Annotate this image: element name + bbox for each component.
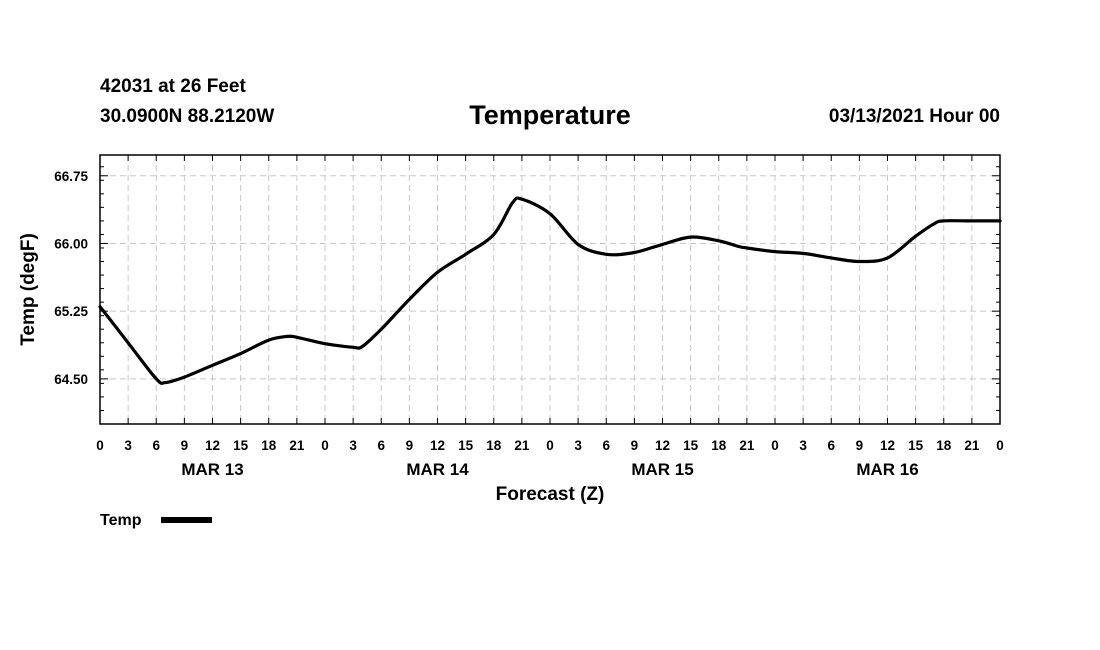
date-labels: MAR 13 MAR 14 MAR 15 MAR 16 bbox=[181, 460, 918, 479]
y-tick-labels: 64.50 65.25 66.00 66.75 bbox=[54, 169, 88, 387]
x-tick-labels: 0 3 6 9 12 15 18 21 0 3 6 9 12 15 18 21 0 3 6 9 12 15 18 21 0 3 6 9… bbox=[96, 438, 1004, 453]
y-axis-label: Temp (degF) bbox=[18, 233, 39, 346]
x-tick-label: 18 bbox=[711, 438, 727, 453]
x-tick-label: 21 bbox=[739, 438, 755, 453]
x-tick-label: 6 bbox=[152, 438, 160, 453]
plot-frame bbox=[99, 154, 1001, 425]
station-label: 42031 at 26 Feet bbox=[100, 76, 246, 97]
x-tick-label: 6 bbox=[377, 438, 385, 453]
x-tick-label: 18 bbox=[486, 438, 502, 453]
x-tick-label: 0 bbox=[546, 438, 554, 453]
x-tick-label: 9 bbox=[631, 438, 639, 453]
x-tick-label: 9 bbox=[856, 438, 864, 453]
x-tick-label: 0 bbox=[321, 438, 329, 453]
x-tick-label: 12 bbox=[880, 438, 895, 453]
x-tick-label: 21 bbox=[514, 438, 530, 453]
x-tick-label: 21 bbox=[964, 438, 980, 453]
x-tick-label: 6 bbox=[602, 438, 610, 453]
forecast-timestamp: 03/13/2021 Hour 00 bbox=[828, 106, 1000, 127]
x-tick-label: 15 bbox=[458, 438, 474, 453]
date-label: MAR 14 bbox=[406, 460, 469, 479]
x-tick-label: 15 bbox=[908, 438, 924, 453]
y-tick-label: 65.25 bbox=[54, 304, 88, 319]
legend-label: Temp bbox=[100, 512, 142, 529]
x-tick-label: 15 bbox=[233, 438, 249, 453]
date-label: MAR 15 bbox=[631, 460, 693, 479]
x-tick-label: 3 bbox=[349, 438, 357, 453]
grid-lines bbox=[100, 155, 1000, 424]
x-tick-label: 3 bbox=[124, 438, 132, 453]
chart-title: Temperature bbox=[469, 100, 631, 130]
x-tick-label: 9 bbox=[181, 438, 189, 453]
date-label: MAR 13 bbox=[181, 460, 243, 479]
x-tick-label: 6 bbox=[827, 438, 835, 453]
x-tick-label: 0 bbox=[771, 438, 779, 453]
x-tick-label: 12 bbox=[205, 438, 220, 453]
x-tick-label: 18 bbox=[936, 438, 952, 453]
x-tick-label: 0 bbox=[96, 438, 104, 453]
x-tick-label: 0 bbox=[996, 438, 1004, 453]
x-tick-label: 3 bbox=[574, 438, 582, 453]
x-tick-label: 15 bbox=[683, 438, 699, 453]
x-axis-label: Forecast (Z) bbox=[496, 484, 605, 505]
coordinates-label: 30.0900N 88.2120W bbox=[100, 106, 275, 127]
temp-series-line bbox=[98, 196, 1002, 385]
date-label: MAR 16 bbox=[856, 460, 918, 479]
x-tick-label: 18 bbox=[261, 438, 277, 453]
x-tick-label: 3 bbox=[799, 438, 807, 453]
x-tick-label: 9 bbox=[406, 438, 414, 453]
y-tick-label: 66.75 bbox=[54, 169, 88, 184]
x-tick-label: 12 bbox=[430, 438, 445, 453]
y-tick-label: 66.00 bbox=[54, 236, 88, 251]
x-tick-label: 12 bbox=[655, 438, 670, 453]
y-tick-label: 64.50 bbox=[54, 372, 88, 387]
x-tick-label: 21 bbox=[289, 438, 305, 453]
